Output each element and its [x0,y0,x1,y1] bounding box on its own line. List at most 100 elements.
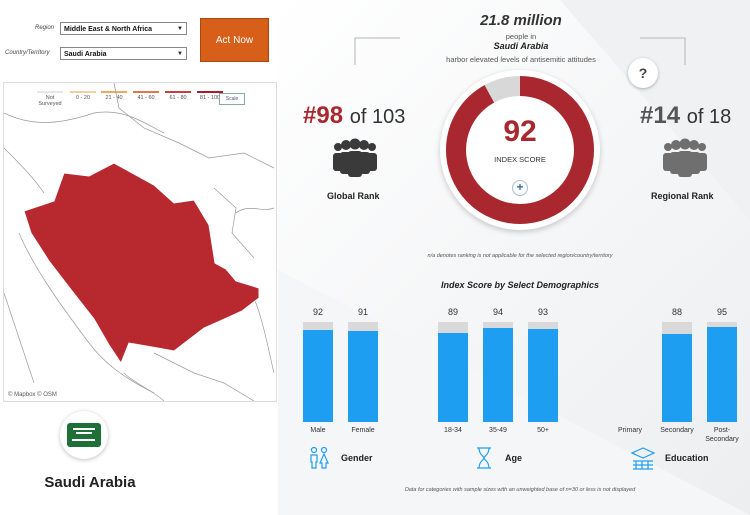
bar-fill [662,334,692,422]
legend-swatch [101,91,127,93]
gauge-ring [446,76,594,224]
border-line [253,297,275,374]
global-rank-number: #98 [303,102,344,129]
border-line [178,142,275,169]
coastline [4,147,45,194]
map-attribution: © Mapbox © OSM [8,392,57,398]
gender-icon [310,446,329,469]
index-score-value: 92 [503,115,537,148]
act-now-button[interactable]: Act Now [200,18,269,62]
regional-rank-total: of 18 [686,106,732,128]
country-select[interactable]: Saudi Arabia ▼ [60,47,187,60]
expand-button[interactable]: + [512,180,528,196]
regional-rank-caption: Regional Rank [651,191,714,201]
demographic-bar[interactable] [707,322,737,422]
demographic-bar[interactable] [348,322,378,422]
country-label: Country/Territory [5,50,50,56]
bar-value: 95 [716,307,727,317]
footnote: Data for categories with sample sizes wi… [404,487,636,493]
people-group-icon [333,138,377,177]
bar-value: 93 [537,307,548,317]
legend-label: 21 - 40 [105,95,123,101]
map-canvas [4,83,275,401]
legend-swatch [165,91,191,93]
legend-item: 21 - 40 [98,91,130,101]
coastline [235,207,275,214]
country-flag [60,411,108,459]
coastline [4,292,35,384]
coastline [18,232,155,394]
legend-label: 61 - 80 [169,95,187,101]
legend-item: Not Surveyed [34,91,66,107]
legend-swatch [37,91,63,93]
legend-item: 81 - 100 [194,91,226,101]
demographics-title: Index Score by Select Demographics [440,280,600,290]
legend-label: 41 - 60 [137,95,155,101]
bar-fill [483,328,513,422]
region-select[interactable]: Middle East & North Africa ▼ [60,22,187,35]
bar-category-label: 18-34 [444,427,462,434]
saudi-flag-icon [67,423,101,447]
index-score-label: INDEX SCORE [494,155,546,164]
bar-category-label: Secondary [660,427,694,434]
bar-category-label: 50+ [537,427,549,434]
global-rank-total: of 103 [349,106,406,128]
border-line [4,111,165,134]
legend-item: 41 - 60 [130,91,162,101]
border-line [153,352,255,401]
bar-value: 89 [447,307,458,317]
gauge-fill [446,76,594,224]
demographic-bar[interactable] [438,322,468,422]
bar-fill [528,329,558,422]
bar-category-label: Female [351,427,375,434]
group-label-education: Education [665,453,709,463]
demographic-bar[interactable] [662,322,692,422]
legend-item: 61 - 80 [162,91,194,101]
region-value: Middle East & North Africa [64,26,153,33]
bar-category-label: Primary [617,427,643,434]
people-group-icon [663,138,707,177]
bar-value: 88 [671,307,682,317]
help-button[interactable]: ? [628,58,658,88]
regional-rank-number: #14 [640,102,681,129]
hourglass-icon [477,447,491,469]
education-icon [630,447,656,470]
chevron-down-icon: ▼ [177,26,183,32]
global-rank-caption: Global Rank [327,191,380,201]
legend-swatch [70,91,96,93]
region-label: Region [35,25,55,31]
legend-label: Not Surveyed [38,95,62,107]
bar-value: 92 [312,307,323,317]
legend-item: 0 - 20 [67,91,99,101]
header-bracket [354,37,686,65]
bar-category-label: Male [310,427,326,434]
country-value: Saudi Arabia [64,51,107,58]
bar-value: 94 [492,307,503,317]
population-description: harbor elevated levels of antisemitic at… [446,55,596,64]
saudi-arabia-region[interactable] [23,162,260,365]
coastline [213,187,255,259]
map-panel[interactable]: Not Surveyed 0 - 20 21 - 40 41 - 60 61 - 80 8… [3,82,277,402]
legend-label: 81 - 100 [199,95,221,101]
population-country: Saudi Arabia [493,41,549,51]
demographic-bar[interactable] [303,322,333,422]
population-figure: 21.8 million [480,12,562,29]
border-line [113,83,180,144]
global-rank: #98 of 103 [303,102,405,130]
chevron-down-icon: ▼ [177,51,183,57]
bar-value: 91 [357,307,368,317]
legend-swatch [197,91,223,93]
bar-category-label: Post-Secondary [705,427,739,443]
scale-button[interactable]: Scale [219,93,245,105]
demographic-bar[interactable] [528,322,558,422]
population-line: people in [505,32,537,41]
regional-rank: #14 of 18 [640,102,731,130]
country-name: Saudi Arabia [44,474,136,491]
bar-fill [438,333,468,422]
demographic-bar[interactable] [483,322,513,422]
bar-fill [303,330,333,422]
index-score-gauge [440,70,600,230]
na-note: n/a denotes ranking is not applicable fo… [427,253,613,259]
bar-fill [348,331,378,422]
bar-category-label: 35-49 [489,427,507,434]
